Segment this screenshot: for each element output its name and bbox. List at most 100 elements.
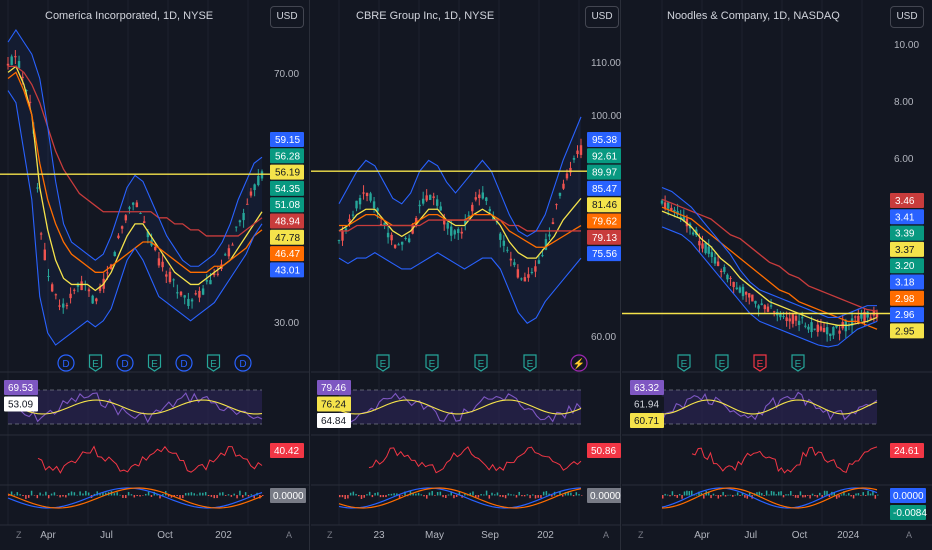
- macd-histogram-bar: [662, 495, 664, 499]
- currency-button[interactable]: USD: [585, 6, 619, 28]
- macd-histogram-bar: [722, 491, 724, 496]
- price-label-badge: [587, 213, 621, 229]
- rsi-label-text: 60.71: [634, 416, 659, 427]
- chart-panel-comerica[interactable]: 70.00 30.00 59.15 56.28 56.19 54.35 51.08 48.94…: [0, 0, 310, 550]
- x-tick-label: 202: [215, 530, 232, 541]
- macd-histogram-bar: [507, 493, 510, 496]
- chart-canvas[interactable]: 10.00 8.00 6.00 3.46 3.41 3.39 3.37 3.20 3.18 2.9…: [622, 0, 932, 550]
- price-label-text: 2.98: [895, 294, 915, 305]
- macd-histogram-bar: [73, 492, 76, 496]
- candle-body: [242, 212, 245, 221]
- macd-histogram-bar: [707, 491, 710, 496]
- price-label-text: 3.46: [895, 196, 915, 207]
- macd-histogram-bar: [729, 494, 732, 496]
- zoom-icon[interactable]: Z: [16, 530, 22, 540]
- series-bollinger-upper-line: [661, 186, 877, 318]
- price-label-badge: [587, 180, 621, 196]
- event-marker-shape: [88, 354, 103, 372]
- price-label-text: 48.94: [275, 217, 300, 228]
- candle-body: [172, 279, 175, 281]
- candle-body: [390, 234, 393, 241]
- macd-histogram-bar: [872, 491, 874, 496]
- x-tick-label: Jul: [100, 530, 113, 541]
- series-ema-fast-line: [7, 65, 263, 292]
- macd-histogram-bar: [401, 495, 404, 496]
- macd-label-text: 0.0000: [273, 491, 304, 502]
- auto-scale-icon[interactable]: A: [286, 530, 293, 540]
- candle-body: [341, 230, 344, 241]
- macd-histogram-bar: [681, 495, 683, 499]
- rsi-line: [338, 392, 582, 423]
- macd-signal-line: [338, 487, 582, 509]
- chart-title: Noodles & Company, 1D, NASDAQ: [667, 10, 840, 22]
- price-label-badge: [890, 290, 924, 306]
- macd-histogram-bar: [170, 495, 173, 498]
- macd-histogram-bar: [833, 492, 836, 496]
- macd-histogram-bar: [455, 495, 458, 497]
- candle-body: [257, 175, 260, 186]
- candle-body: [212, 273, 216, 276]
- candle-body: [513, 262, 516, 266]
- rsi-label-badge: [630, 413, 664, 428]
- macd-histogram-bar: [567, 491, 569, 496]
- event-marker-text: E: [380, 359, 387, 370]
- zoom-icon[interactable]: Z: [638, 530, 644, 540]
- auto-scale-icon[interactable]: A: [603, 530, 610, 540]
- chart-panel-cbre[interactable]: 110.00 100.00 60.00 95.38 92.61 89.97 85.47 81.…: [311, 0, 621, 550]
- macd-histogram-bar: [775, 494, 778, 496]
- macd-histogram-bar: [222, 492, 224, 496]
- price-label-text: 85.47: [592, 184, 617, 195]
- chart-panel-noodles[interactable]: 10.00 8.00 6.00 3.46 3.41 3.39 3.37 3.20 3.18 2.9…: [622, 0, 932, 550]
- macd-histogram-bar: [780, 491, 782, 496]
- macd-histogram-bar: [227, 494, 230, 496]
- candle-body: [710, 252, 714, 257]
- candle-body: [187, 298, 190, 306]
- macd-histogram-bar: [347, 495, 349, 499]
- currency-button[interactable]: USD: [270, 6, 304, 28]
- candle-body: [131, 202, 135, 205]
- chart-canvas[interactable]: 70.00 30.00 59.15 56.28 56.19 54.35 51.08 48.94…: [0, 0, 310, 550]
- currency-button[interactable]: USD: [890, 6, 924, 28]
- bollinger-band-fill: [8, 30, 262, 345]
- macd-histogram-bar: [826, 490, 828, 496]
- macd-histogram-bar: [739, 495, 741, 496]
- candle-body: [21, 76, 24, 78]
- candle-body: [766, 306, 770, 312]
- chart-canvas[interactable]: 110.00 100.00 60.00 95.38 92.61 89.97 85.47 81.…: [311, 0, 621, 550]
- macd-histogram-bar: [848, 493, 850, 496]
- candle-body: [565, 173, 569, 179]
- price-label-badge: [270, 229, 304, 245]
- macd-histogram-bar: [674, 495, 676, 497]
- macd-histogram-bar: [540, 495, 542, 498]
- macd-histogram-bar: [250, 494, 253, 496]
- chart-title: Comerica Incorporated, 1D, NYSE: [45, 10, 214, 22]
- macd-histogram-bar: [559, 491, 561, 496]
- macd-histogram-bar: [96, 491, 98, 496]
- candle-body: [69, 293, 72, 299]
- macd-histogram-bar: [417, 492, 420, 496]
- candle-body: [91, 295, 94, 304]
- price-label-badge: [890, 241, 924, 257]
- event-marker-circle: [234, 354, 252, 372]
- candle-body: [428, 194, 432, 200]
- event-marker: E: [206, 354, 221, 372]
- event-marker: ⚡: [570, 354, 588, 372]
- candle-body: [246, 203, 249, 205]
- price-label-text: 3.41: [895, 212, 915, 223]
- price-label-badge: [270, 213, 304, 229]
- zoom-icon[interactable]: Z: [327, 530, 333, 540]
- candle-body: [194, 293, 197, 295]
- price-label-text: 95.38: [592, 135, 617, 146]
- macd-histogram-bar: [431, 490, 433, 496]
- auto-scale-icon[interactable]: A: [906, 530, 913, 540]
- candle-body: [154, 246, 157, 251]
- candle-body: [741, 286, 745, 297]
- event-marker-text: E: [795, 359, 802, 370]
- macd-histogram-bar: [792, 495, 794, 496]
- price-label-badge: [270, 180, 304, 196]
- macd-histogram-bar: [349, 492, 352, 496]
- event-marker-text: E: [681, 359, 688, 370]
- candle-body: [794, 316, 798, 321]
- macd-histogram-bar: [483, 494, 485, 496]
- macd-histogram-bar: [785, 494, 787, 496]
